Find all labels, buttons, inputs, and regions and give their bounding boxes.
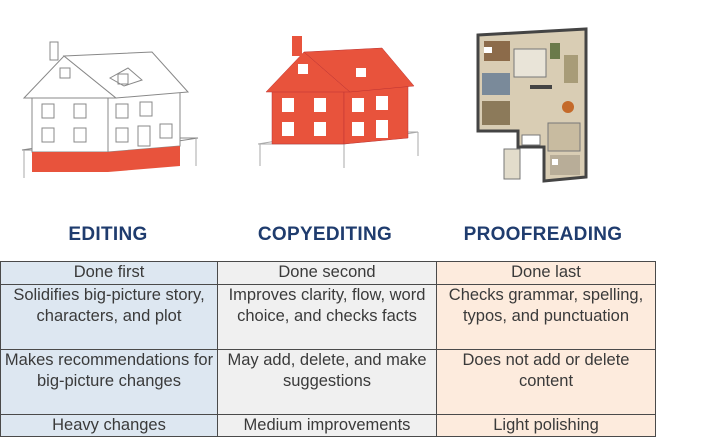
table-row: Done first Done second Done last (0, 261, 656, 285)
column-heading-editing: EDITING (68, 224, 148, 245)
column-heading-proofreading: PROOFREADING (463, 224, 623, 245)
floor-plan-illustration (476, 27, 588, 183)
table-row: Makes recommendations for big-picture ch… (0, 348, 656, 415)
table-cell: Heavy changes (0, 413, 218, 437)
table-cell: Solidifies big-picture story, characters… (0, 283, 218, 350)
table-cell: Light polishing (436, 413, 656, 437)
table-cell: Medium improvements (217, 413, 437, 437)
table-cell: Does not add or delete content (436, 348, 656, 415)
red-house-illustration (258, 36, 419, 168)
column-heading-copyediting: COPYEDITING (257, 224, 393, 245)
table-cell: May add, delete, and make suggestions (217, 348, 437, 415)
comparison-table: Done first Done second Done last Solidif… (0, 261, 656, 437)
house-foundation-illustration (21, 41, 199, 178)
table-cell: Done first (0, 261, 218, 285)
table-cell: Done last (436, 261, 656, 285)
table-cell: Done second (217, 261, 437, 285)
table-row: Heavy changes Medium improvements Light … (0, 413, 656, 437)
table-cell: Makes recommendations for big-picture ch… (0, 348, 218, 415)
table-cell: Checks grammar, spelling, typos, and pun… (436, 283, 656, 350)
table-row: Solidifies big-picture story, characters… (0, 283, 656, 350)
table-cell: Improves clarity, flow, word choice, and… (217, 283, 437, 350)
